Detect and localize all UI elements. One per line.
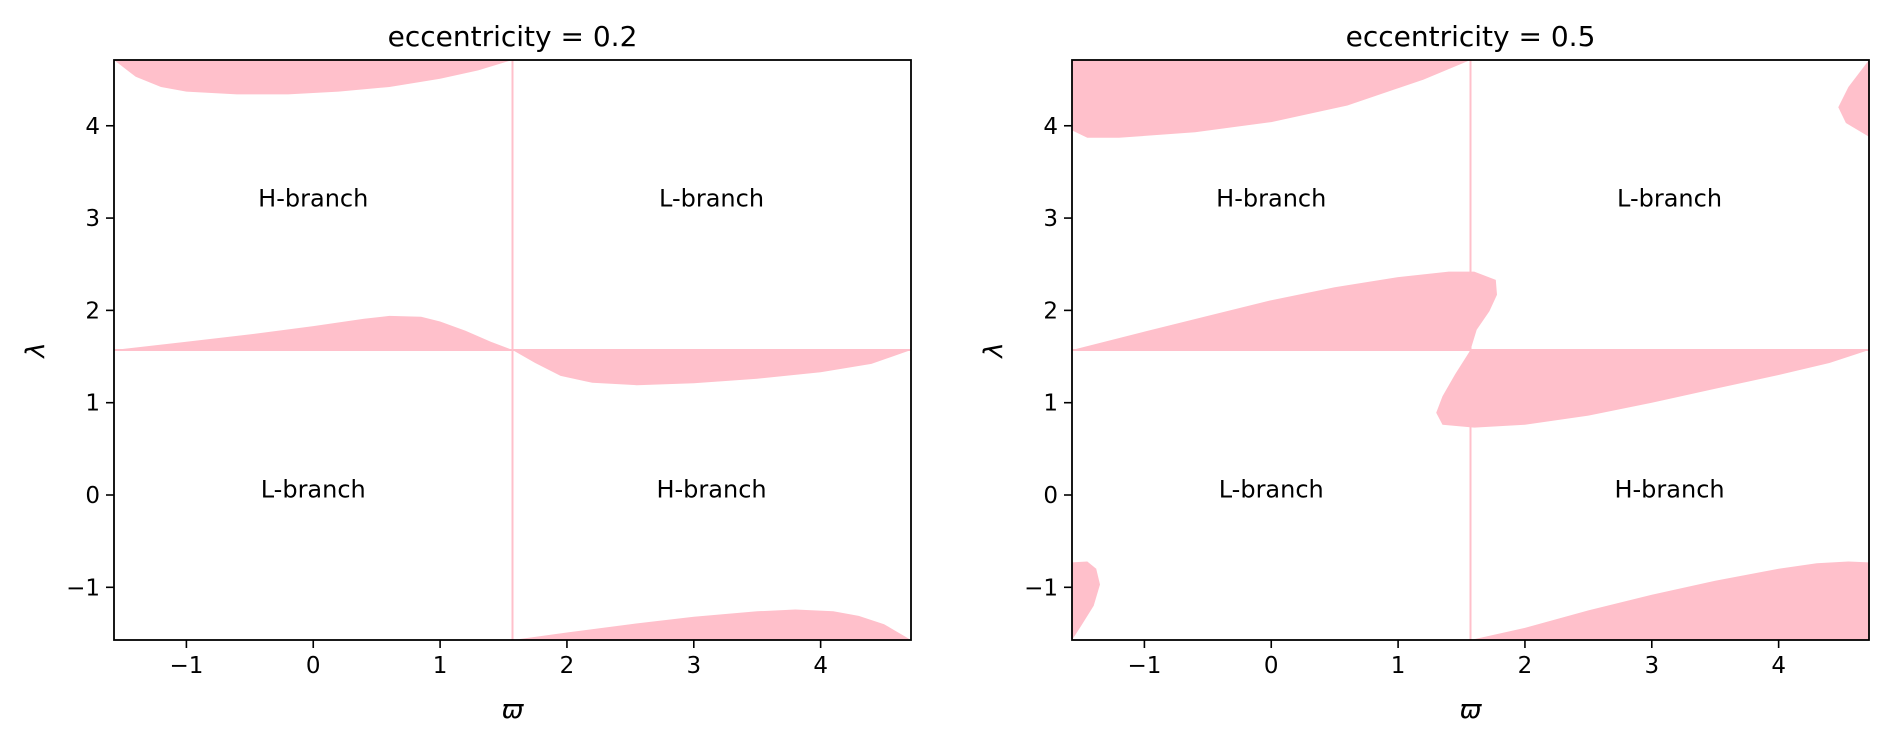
region-annotation: L-branch	[1617, 185, 1722, 213]
y-tick-label: −1	[66, 575, 100, 601]
shaded-region-1	[1072, 60, 1471, 138]
plot-frame	[113, 59, 912, 641]
y-tick-label: 1	[85, 391, 100, 417]
x-axis-label: ϖ	[502, 695, 525, 725]
x-tick-label: 0	[1264, 653, 1279, 679]
y-tick-label: 0	[1043, 483, 1058, 509]
shaded-region-3	[512, 350, 911, 386]
x-tick-label: 2	[560, 653, 575, 679]
y-axis-label: λ	[979, 342, 1009, 359]
region-annotation: L-branch	[261, 475, 366, 503]
region-annotation: H-branch	[258, 185, 368, 213]
y-tick-label: −1	[1024, 575, 1058, 601]
shaded-region-5	[1470, 561, 1869, 640]
region-group	[114, 60, 911, 640]
region-annotation: L-branch	[659, 185, 764, 213]
y-tick-label: 2	[1043, 298, 1058, 324]
region-annotation: H-branch	[1614, 475, 1724, 503]
shaded-region-2	[1072, 271, 1497, 350]
shaded-region-1	[114, 60, 513, 95]
y-tick-label: 3	[1043, 206, 1058, 232]
y-tick-label: 0	[85, 483, 100, 509]
x-tick-label: −1	[1127, 653, 1161, 679]
shaded-region-4	[512, 609, 911, 640]
x-tick-label: 4	[813, 653, 828, 679]
chart-title: eccentricity = 0.2	[388, 20, 638, 53]
x-tick-label: 1	[433, 653, 448, 679]
region-annotation: H-branch	[1216, 185, 1326, 213]
y-tick-label: 4	[1043, 114, 1058, 140]
x-tick-label: 0	[306, 653, 321, 679]
x-axis-label: ϖ	[1460, 695, 1483, 725]
shaded-region-2	[114, 315, 513, 350]
shaded-region-3	[1436, 350, 1869, 428]
chart-title: eccentricity = 0.5	[1346, 20, 1596, 53]
region-group	[1072, 60, 1869, 640]
x-tick-label: −1	[169, 653, 203, 679]
y-tick-label: 1	[1043, 391, 1058, 417]
x-tick-label: 1	[1391, 653, 1406, 679]
shaded-region-6	[1072, 561, 1100, 640]
plot-frame	[1071, 59, 1870, 641]
x-tick-label: 4	[1771, 653, 1786, 679]
y-axis-label: λ	[21, 342, 51, 359]
shaded-region-4	[1838, 60, 1869, 137]
y-tick-label: 2	[85, 298, 100, 324]
chart-panel-2: H-branch L-branch L-branch H-branch −1 0 1 2 3 4 −…	[979, 20, 1870, 725]
x-tick-label: 3	[1644, 653, 1659, 679]
x-tick-label: 2	[1518, 653, 1533, 679]
chart-panel-1: H-branch L-branch L-branch H-branch −1 0 1 2 3 4 −…	[21, 20, 912, 725]
y-tick-label: 4	[85, 114, 100, 140]
y-tick-label: 3	[85, 206, 100, 232]
region-annotation: H-branch	[656, 475, 766, 503]
x-tick-label: 3	[686, 653, 701, 679]
region-annotation: L-branch	[1219, 475, 1324, 503]
